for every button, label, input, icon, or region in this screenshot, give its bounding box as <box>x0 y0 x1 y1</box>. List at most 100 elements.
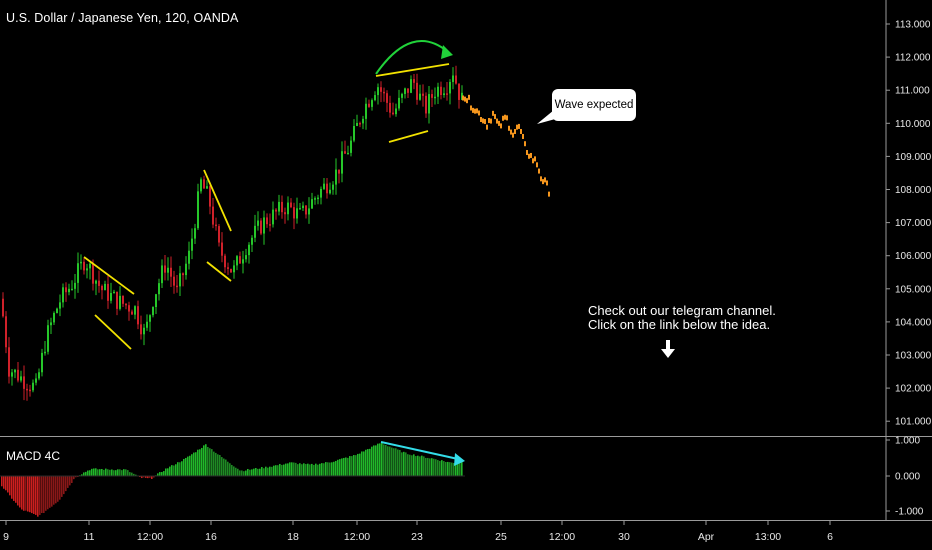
candle-body <box>203 179 205 189</box>
macd-indicator-label[interactable]: MACD 4C <box>6 449 61 463</box>
candle-body <box>155 294 157 308</box>
candle-body <box>422 93 424 96</box>
candle-body <box>128 305 130 312</box>
macd-bar <box>203 445 205 476</box>
macd-bar <box>73 476 75 480</box>
macd-bar <box>37 476 39 517</box>
candle-body <box>23 376 25 389</box>
candle-body <box>416 82 418 100</box>
macd-bar <box>145 476 147 478</box>
macd-bar <box>123 469 125 476</box>
candle-body <box>2 298 4 317</box>
candle-body <box>92 263 94 284</box>
macd-bar <box>335 460 337 476</box>
callout-pointer <box>537 110 559 124</box>
candle-body <box>233 265 235 273</box>
macd-tick-label: 1.000 <box>895 436 920 447</box>
macd-tick-label: -1.000 <box>895 507 924 518</box>
macd-bar <box>83 472 85 476</box>
candle-body <box>170 267 172 277</box>
candle-body <box>320 188 322 198</box>
price-tick-label: 101.000 <box>895 417 932 428</box>
telegram-note[interactable]: Check out our telegram channel. Click on… <box>588 304 776 332</box>
macd-bar <box>333 461 335 476</box>
projection-bar <box>500 123 502 129</box>
candle-body <box>74 282 76 289</box>
macd-bar <box>297 464 299 476</box>
projection-bar <box>526 150 528 156</box>
candle-body <box>374 95 376 101</box>
macd-bar <box>415 456 417 476</box>
candle-body <box>221 242 223 256</box>
macd-bar <box>279 463 281 476</box>
macd-bar <box>361 451 363 476</box>
candle-body <box>83 261 85 271</box>
macd-bar <box>225 459 227 476</box>
macd-bar <box>419 456 421 476</box>
macd-bar <box>251 469 253 476</box>
macd-bar <box>247 468 249 476</box>
projection-bar <box>480 117 482 123</box>
time-tick-label: 16 <box>205 531 217 543</box>
macd-bar <box>391 447 393 476</box>
candle-body <box>350 140 352 153</box>
projection-bar <box>496 118 498 124</box>
macd-bar <box>453 462 455 476</box>
macd-bar <box>249 469 251 476</box>
macd-bar <box>183 458 185 476</box>
time-tick-label: 25 <box>495 531 507 543</box>
macd-bar <box>185 457 187 476</box>
macd-bar <box>67 476 69 488</box>
macd-bar <box>189 455 191 476</box>
candle-body <box>290 202 292 208</box>
macd-bar <box>285 463 287 476</box>
candle-body <box>326 183 328 194</box>
candle-body <box>134 306 136 315</box>
macd-bar <box>17 476 19 506</box>
candle-body <box>434 96 436 99</box>
candle-body <box>347 152 349 155</box>
candle-body <box>452 75 454 82</box>
macd-bar <box>341 458 343 476</box>
candle-body <box>200 179 202 192</box>
candle-body <box>140 324 142 335</box>
macd-divergence-arrow-head <box>454 453 465 466</box>
candle-body <box>245 255 247 260</box>
candle-body <box>407 88 409 93</box>
candle-body <box>119 295 121 309</box>
macd-bar <box>433 458 435 476</box>
projection-bar <box>520 128 522 134</box>
macd-bar <box>399 449 401 476</box>
candle-body <box>185 263 187 276</box>
macd-bar <box>301 464 303 476</box>
macd-bar <box>385 444 387 476</box>
candle-body <box>335 169 337 185</box>
candle-body <box>389 102 391 113</box>
candle-body <box>428 94 430 114</box>
macd-bar <box>283 464 285 476</box>
candle-body <box>98 280 100 286</box>
candle-body <box>80 261 82 264</box>
candle-body <box>353 125 355 141</box>
projection-bar <box>498 120 500 126</box>
projection-bar <box>548 191 550 197</box>
macd-bar <box>277 465 279 476</box>
candle-body <box>401 93 403 98</box>
macd-bar <box>325 462 327 476</box>
projection-bar <box>510 129 512 135</box>
candle-body <box>227 267 229 269</box>
macd-bar <box>27 476 29 512</box>
wave-expected-callout[interactable]: Wave expected <box>552 89 636 121</box>
macd-bar <box>23 476 25 511</box>
macd-bar <box>359 453 361 476</box>
projection-bar <box>472 107 474 113</box>
projection-bar <box>466 98 468 104</box>
price-tick-label: 106.000 <box>895 251 932 262</box>
candle-body <box>380 87 382 92</box>
macd-bar <box>159 472 161 476</box>
candle-body <box>398 97 400 109</box>
macd-bar <box>135 474 137 476</box>
range-lower-line <box>388 130 429 143</box>
macd-bar <box>131 472 133 476</box>
